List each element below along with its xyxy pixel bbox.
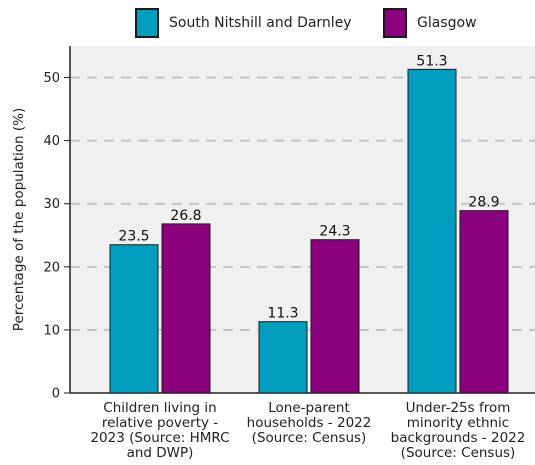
x-tick-label-line: relative poverty - bbox=[102, 415, 218, 431]
bar bbox=[109, 244, 159, 394]
data-label: 23.5 bbox=[118, 229, 149, 245]
legend-item-series-1: South Nitshill and Darnley bbox=[135, 6, 352, 40]
y-tick-label: 10 bbox=[43, 323, 60, 338]
x-tick-label-line: Under-25s from bbox=[406, 400, 511, 416]
bar bbox=[258, 321, 308, 394]
bar bbox=[161, 223, 211, 394]
x-tick-label-line: 2023 (Source: HMRC bbox=[90, 430, 229, 446]
x-tick-label-line: (Source: Census) bbox=[252, 430, 367, 446]
x-tick-label-line: minority ethnic bbox=[407, 415, 509, 431]
legend-item-series-2: Glasgow bbox=[383, 6, 477, 40]
x-tick-label-line: households - 2022 bbox=[247, 415, 372, 431]
x-tick-label: Lone-parent households - 2022 (Source: Cen… bbox=[247, 400, 372, 446]
x-tick-label-line: (Source: Census) bbox=[401, 445, 516, 461]
data-label: 26.8 bbox=[170, 208, 201, 224]
legend-label-series-2: Glasgow bbox=[417, 15, 477, 31]
data-label: 24.3 bbox=[319, 224, 350, 240]
legend-swatch-series-1 bbox=[135, 8, 159, 38]
legend-swatch-series-2 bbox=[383, 8, 407, 38]
legend: South Nitshill and Darnley Glasgow bbox=[0, 6, 535, 40]
x-tick-label-line: Children living in bbox=[103, 400, 216, 416]
x-tick-label-line: and DWP) bbox=[127, 445, 194, 461]
x-tick-label-line: backgrounds - 2022 bbox=[391, 430, 526, 446]
bar bbox=[459, 210, 509, 394]
data-label: 11.3 bbox=[267, 306, 298, 322]
x-tick-label-line: Lone-parent bbox=[268, 400, 350, 416]
x-tick-label: Under-25s from minority ethnic backgrounds… bbox=[391, 400, 526, 461]
bar bbox=[407, 68, 457, 394]
data-label: 28.9 bbox=[468, 195, 499, 211]
bar bbox=[310, 239, 360, 394]
y-tick-label: 0 bbox=[52, 387, 60, 402]
y-axis-title: Percentage of the population (%) bbox=[11, 108, 27, 331]
y-tick-label: 30 bbox=[43, 197, 60, 212]
legend-label-series-1: South Nitshill and Darnley bbox=[169, 15, 352, 31]
data-label: 51.3 bbox=[416, 53, 447, 69]
y-tick-label: 40 bbox=[43, 134, 60, 149]
y-tick-label: 20 bbox=[43, 260, 60, 275]
x-tick-label: Children living in relative poverty -2023… bbox=[90, 400, 229, 461]
y-tick-label: 50 bbox=[43, 71, 60, 86]
